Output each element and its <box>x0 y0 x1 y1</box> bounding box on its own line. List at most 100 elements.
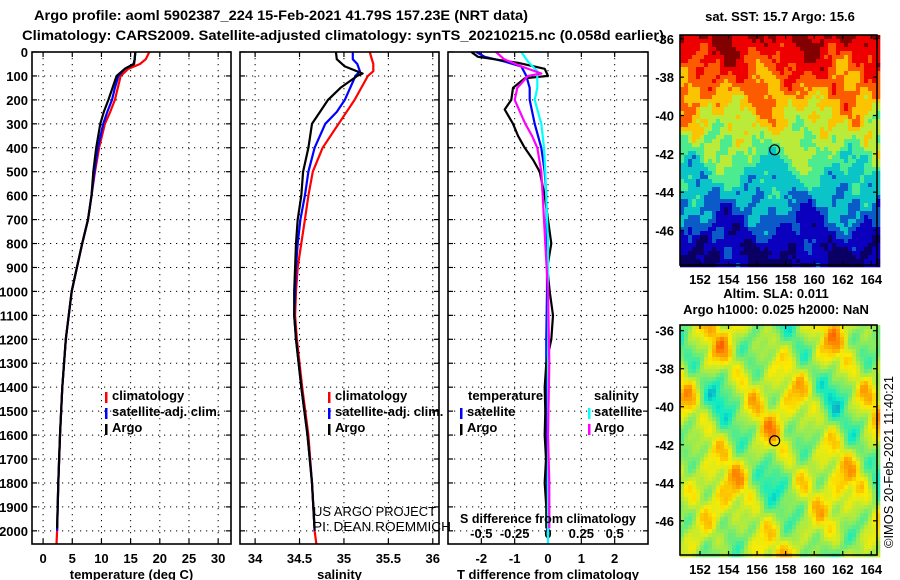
heatmap-cell <box>820 91 825 96</box>
heatmap-cell <box>784 175 789 180</box>
heatmap-cell <box>724 59 729 64</box>
heatmap-cell <box>832 71 837 76</box>
heatmap-cell <box>848 167 853 172</box>
heatmap-cell <box>748 441 753 446</box>
heatmap-cell <box>728 119 733 124</box>
heatmap-cell <box>736 199 741 204</box>
heatmap-cell <box>876 87 881 92</box>
heatmap-cell <box>720 55 725 60</box>
heatmap-cell <box>828 227 833 232</box>
heatmap-cell <box>744 247 749 252</box>
heatmap-cell <box>788 239 793 244</box>
heatmap-cell <box>868 215 873 220</box>
heatmap-cell <box>752 43 757 48</box>
heatmap-cell <box>832 457 837 462</box>
heatmap-cell <box>848 223 853 228</box>
heatmap-cell <box>828 79 833 84</box>
heatmap-cell <box>820 227 825 232</box>
heatmap-cell <box>704 123 709 128</box>
heatmap-cell <box>784 219 789 224</box>
heatmap-cell <box>696 243 701 248</box>
heatmap-cell <box>684 95 689 100</box>
heatmap-cell <box>732 55 737 60</box>
heatmap-cell <box>860 251 865 256</box>
heatmap-cell <box>776 119 781 124</box>
heatmap-cell <box>868 187 873 192</box>
heatmap-cell <box>760 405 765 410</box>
heatmap-cell <box>760 63 765 68</box>
heatmap-cell <box>828 191 833 196</box>
heatmap-cell <box>756 39 761 44</box>
y-tick-label: 0 <box>21 45 28 60</box>
heatmap-cell <box>836 417 841 422</box>
heatmap-cell <box>820 373 825 378</box>
heatmap-cell <box>856 409 861 414</box>
heatmap-cell <box>876 179 881 184</box>
heatmap-cell <box>816 155 821 160</box>
heatmap-cell <box>808 255 813 260</box>
heatmap-cell <box>780 191 785 196</box>
heatmap-cell <box>780 449 785 454</box>
heatmap-cell <box>848 393 853 398</box>
heatmap-cell <box>688 63 693 68</box>
heatmap-cell <box>844 103 849 108</box>
heatmap-cell <box>736 369 741 374</box>
heatmap-cell <box>776 67 781 72</box>
heatmap-cell <box>808 131 813 136</box>
heatmap-cell <box>804 163 809 168</box>
heatmap-cell <box>724 143 729 148</box>
heatmap-cell <box>756 127 761 132</box>
heatmap-cell <box>760 247 765 252</box>
heatmap-cell <box>748 35 753 40</box>
heatmap-cell <box>720 377 725 382</box>
heatmap-cell <box>784 441 789 446</box>
heatmap-cell <box>700 441 705 446</box>
heatmap-cell <box>708 345 713 350</box>
heatmap-cell <box>840 115 845 120</box>
heatmap-cell <box>780 223 785 228</box>
heatmap-cell <box>692 417 697 422</box>
heatmap-cell <box>824 167 829 172</box>
heatmap-cell <box>784 63 789 68</box>
heatmap-cell <box>856 155 861 160</box>
heatmap-cell <box>820 357 825 362</box>
heatmap-cell <box>776 337 781 342</box>
heatmap-cell <box>700 449 705 454</box>
heatmap-cell <box>728 433 733 438</box>
heatmap-cell <box>816 365 821 370</box>
y-tick-label: 2000 <box>0 524 28 539</box>
heatmap-cell <box>796 239 801 244</box>
heatmap-cell <box>828 255 833 260</box>
heatmap-cell <box>852 139 857 144</box>
heatmap-cell <box>716 59 721 64</box>
heatmap-cell <box>792 203 797 208</box>
heatmap-cell <box>756 63 761 68</box>
heatmap-cell <box>744 349 749 354</box>
heatmap-cell <box>828 377 833 382</box>
heatmap-cell <box>760 115 765 120</box>
heatmap-cell <box>688 95 693 100</box>
heatmap-cell <box>832 51 837 56</box>
heatmap-cell <box>828 365 833 370</box>
heatmap-cell <box>684 235 689 240</box>
heatmap-cell <box>764 429 769 434</box>
heatmap-cell <box>792 457 797 462</box>
heatmap-cell <box>840 207 845 212</box>
heatmap-cell <box>860 175 865 180</box>
heatmap-cell <box>692 373 697 378</box>
heatmap-cell <box>808 421 813 426</box>
heatmap-cell <box>788 79 793 84</box>
heatmap-cell <box>700 425 705 430</box>
heatmap-cell <box>700 227 705 232</box>
heatmap-cell <box>836 131 841 136</box>
heatmap-cell <box>848 171 853 176</box>
heatmap-cell <box>864 67 869 72</box>
heatmap-cell <box>780 147 785 152</box>
heatmap-cell <box>708 171 713 176</box>
legend-swatch-argo <box>328 424 331 435</box>
heatmap-cell <box>860 183 865 188</box>
heatmap-cell <box>728 429 733 434</box>
heatmap-cell <box>804 239 809 244</box>
heatmap-cell <box>804 47 809 52</box>
heatmap-cell <box>876 389 881 394</box>
